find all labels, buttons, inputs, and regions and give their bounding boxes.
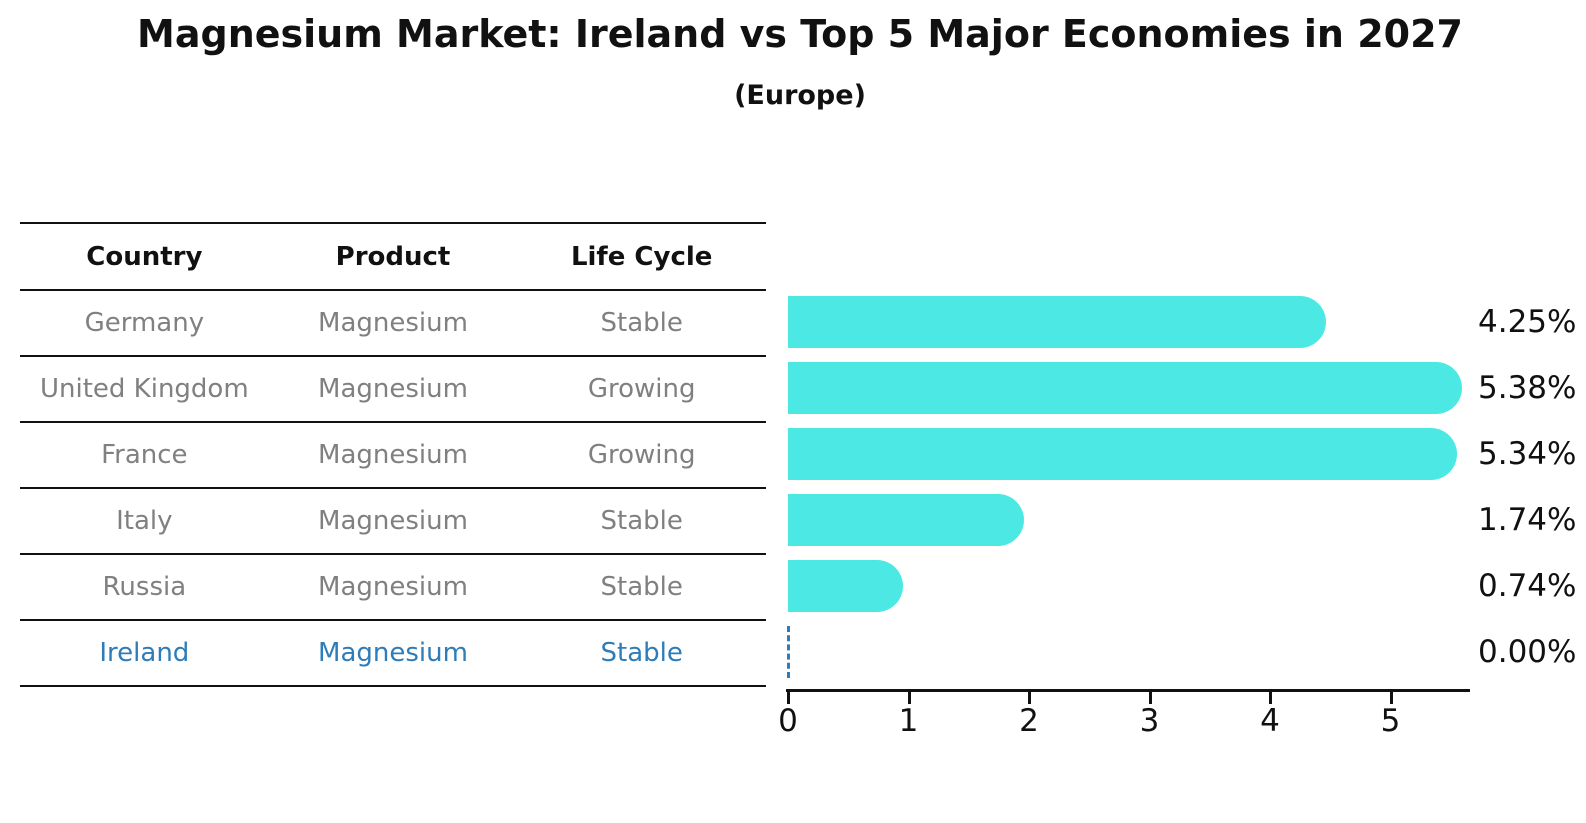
- table-cell-product: Magnesium: [318, 440, 468, 470]
- bar-italy: [788, 494, 1024, 546]
- value-label-germany: 4.25%: [1478, 304, 1577, 340]
- bar-france: [788, 428, 1458, 480]
- x-tick-label-3: 3: [1139, 703, 1160, 739]
- x-axis-line: [786, 689, 1470, 692]
- bar-russia: [788, 560, 904, 612]
- x-tick-mark-3: [1148, 692, 1152, 704]
- table-row: Germany Magnesium Stable: [20, 291, 766, 357]
- x-tick-mark-0: [787, 692, 790, 704]
- table-cell-life-cycle: Stable: [600, 638, 683, 668]
- table-header-row: Country Product Life Cycle: [20, 224, 766, 291]
- table-cell-country: Italy: [116, 506, 173, 536]
- value-label-ireland: 0.00%: [1478, 634, 1577, 670]
- x-tick-label-2: 2: [1019, 703, 1039, 739]
- zero-value-dashed-line-ireland: [787, 626, 790, 678]
- table-cell-country: Russia: [102, 572, 187, 602]
- x-tick-mark-4: [1269, 692, 1272, 704]
- x-tick-label-0: 0: [778, 703, 798, 739]
- table-row: Russia Magnesium Stable: [20, 555, 766, 621]
- x-tick-label-4: 4: [1260, 703, 1280, 739]
- table-cell-product: Magnesium: [318, 572, 468, 602]
- table-cell-country: France: [101, 440, 188, 470]
- table-row: Ireland Magnesium Stable: [20, 621, 766, 687]
- table-cell-country: United Kingdom: [39, 374, 249, 404]
- table-cell-product: Magnesium: [318, 506, 468, 536]
- table-row: Italy Magnesium Stable: [20, 489, 766, 555]
- table-cell-life-cycle: Growing: [587, 440, 696, 470]
- table-row: United Kingdom Magnesium Growing: [20, 357, 766, 423]
- table-cell-product: Magnesium: [318, 308, 468, 338]
- value-label-united-kingdom: 5.38%: [1478, 370, 1577, 406]
- bar-germany: [788, 296, 1327, 348]
- table-header-country: Country: [86, 241, 203, 272]
- value-label-france: 5.34%: [1478, 436, 1577, 472]
- country-table: Country Product Life Cycle Germany Magnesiu…: [20, 222, 766, 687]
- table-cell-life-cycle: Stable: [600, 572, 683, 602]
- table-cell-life-cycle: Stable: [600, 308, 683, 338]
- chart-title: Magnesium Market: Ireland vs Top 5 Major…: [137, 12, 1463, 56]
- value-label-russia: 0.74%: [1478, 568, 1577, 604]
- table-header-life-cycle: Life Cycle: [570, 241, 713, 272]
- x-tick-mark-1: [907, 692, 911, 704]
- table-cell-life-cycle: Stable: [600, 506, 683, 536]
- value-label-italy: 1.74%: [1478, 502, 1577, 538]
- table-cell-country: Germany: [84, 308, 205, 338]
- chart-subtitle: (Europe): [734, 80, 866, 111]
- table-header-product: Product: [335, 241, 451, 272]
- table-cell-country: Ireland: [99, 638, 190, 668]
- x-tick-label-1: 1: [898, 703, 919, 739]
- x-tick-mark-5: [1389, 692, 1393, 704]
- table-cell-life-cycle: Growing: [587, 374, 696, 404]
- table-cell-product: Magnesium: [318, 374, 468, 404]
- bar-united-kingdom: [788, 362, 1463, 414]
- x-tick-mark-2: [1028, 692, 1031, 704]
- table-cell-product: Magnesium: [318, 638, 468, 668]
- table-row: France Magnesium Growing: [20, 423, 766, 489]
- x-tick-label-5: 5: [1380, 703, 1401, 739]
